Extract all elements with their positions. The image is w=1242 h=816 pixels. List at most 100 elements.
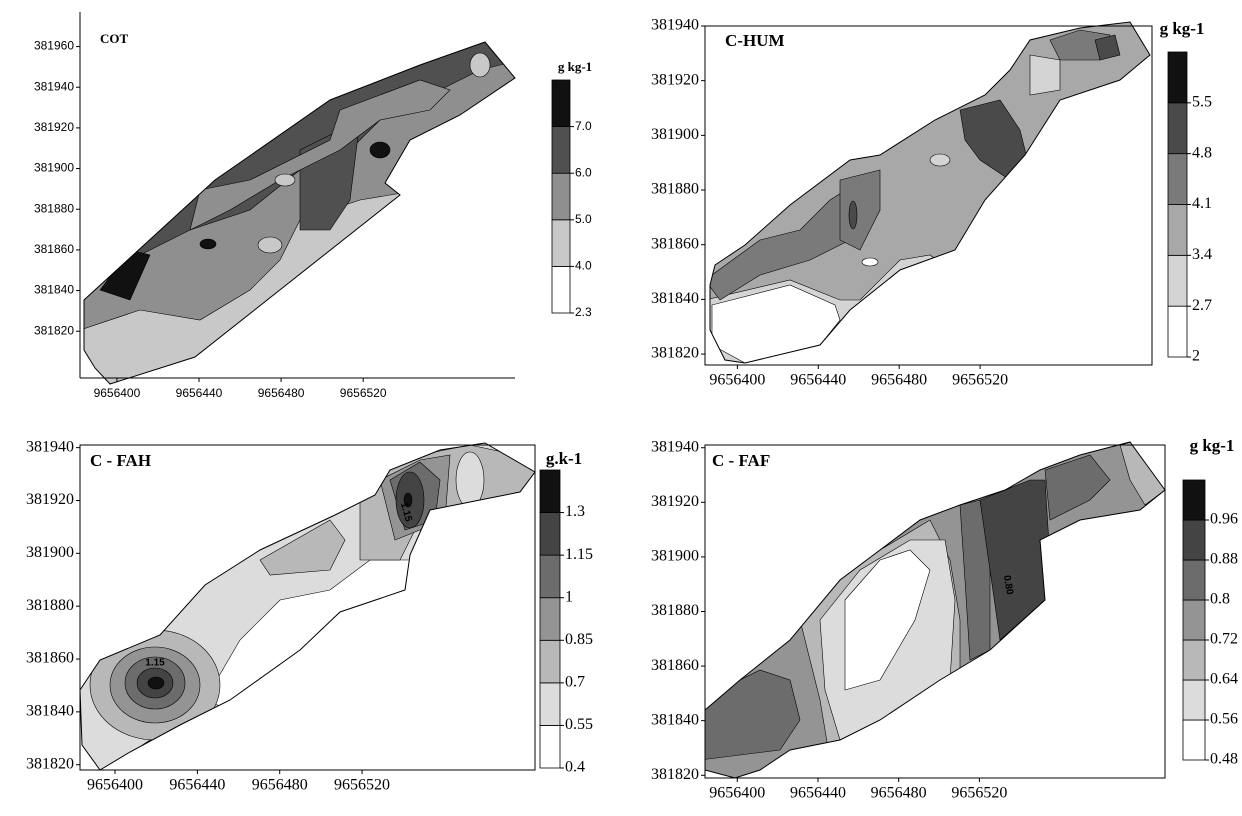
- colorbar-segment: [551, 265, 571, 314]
- colorbar-label: 0.88: [1210, 551, 1238, 568]
- map-c-hum: [709, 21, 1151, 364]
- x-tick-label: 9656400: [709, 785, 765, 802]
- map-title: C-HUM: [725, 31, 784, 50]
- colorbar-title: g.k-1: [546, 449, 582, 468]
- contour-fill: [259, 519, 346, 576]
- colorbar-segment: [1182, 639, 1206, 681]
- y-tick-label: 381840: [34, 283, 74, 297]
- map-c-fah: [79, 442, 536, 771]
- contour-fill: [1044, 454, 1111, 521]
- map-title: COT: [100, 31, 129, 46]
- y-tick-label: 381920: [26, 491, 74, 508]
- colorbar-segment: [1182, 719, 1206, 761]
- colorbar-label: 0.7: [565, 674, 585, 691]
- colorbar-segment: [551, 172, 571, 221]
- colorbar-title: g kg-1: [1160, 19, 1205, 38]
- contour-fill: [403, 492, 413, 508]
- colorbar-label: 5.0: [575, 212, 592, 226]
- colorbar-label: 7.0: [575, 119, 592, 133]
- colorbar-label: 0.48: [1210, 751, 1238, 768]
- colorbar-segment: [539, 725, 561, 769]
- x-tick-label: 9656520: [951, 785, 1007, 802]
- colorbar-segment: [539, 554, 561, 599]
- y-tick-label: 381920: [34, 120, 74, 134]
- contour-fill: [147, 676, 165, 690]
- x-tick-label: 9656480: [258, 386, 305, 400]
- colorbar-label: 3.4: [1192, 246, 1212, 263]
- map-title: C - FAF: [712, 451, 770, 470]
- y-tick-label: 381840: [651, 290, 699, 307]
- colorbar-label: 1.3: [565, 503, 585, 520]
- contour-fill: [274, 173, 296, 187]
- y-tick-label: 381900: [651, 548, 699, 565]
- contour-fill: [369, 141, 391, 159]
- plot-frame: [79, 444, 536, 771]
- y-tick-label: 381860: [34, 242, 74, 256]
- y-tick-label: 381880: [26, 597, 74, 614]
- colorbar-label: 1: [565, 588, 573, 605]
- colorbar-segment: [539, 639, 561, 684]
- colorbar-label: 0.8: [1210, 591, 1230, 608]
- contour-fill: [1094, 34, 1121, 61]
- y-tick-label: 381820: [651, 345, 699, 362]
- map-outline: [83, 41, 516, 385]
- x-tick-label: 9656520: [340, 386, 387, 400]
- y-tick-label: 381820: [34, 323, 74, 337]
- x-tick-label: 9656480: [252, 777, 308, 794]
- colorbar-segment: [1167, 153, 1188, 205]
- colorbar-label: 0.64: [1210, 671, 1238, 688]
- x-tick-label: 9656440: [790, 785, 846, 802]
- colorbar-segment: [1182, 479, 1206, 521]
- contour-fill: [199, 238, 217, 250]
- colorbar-segment: [539, 682, 561, 726]
- colorbar-label: 0.96: [1210, 511, 1238, 528]
- colorbar-label: 4.8: [1192, 144, 1212, 161]
- x-tick-label: 9656480: [871, 785, 927, 802]
- colorbar-segment: [539, 597, 561, 641]
- y-tick-label: 381840: [651, 711, 699, 728]
- y-tick-label: 381860: [651, 235, 699, 252]
- colorbar-segment: [539, 469, 561, 513]
- contour-fill: [189, 79, 451, 231]
- y-tick-label: 381900: [34, 161, 74, 175]
- contour-fill: [469, 52, 491, 78]
- colorbar-segment: [1182, 679, 1206, 721]
- colorbar-segment: [1182, 519, 1206, 561]
- contour-fill: [844, 549, 931, 691]
- y-tick-label: 381940: [26, 438, 74, 455]
- colorbar-label: 0.4: [565, 759, 585, 776]
- contour-label: 1.15: [145, 658, 165, 669]
- y-tick-label: 381880: [651, 181, 699, 198]
- colorbar-title: g kg-1: [1190, 436, 1235, 455]
- colorbar-segment: [1167, 305, 1188, 358]
- contour-fill: [257, 236, 283, 254]
- colorbar-label: 0.72: [1210, 631, 1238, 648]
- map-outline: [79, 442, 536, 771]
- colorbar-segment: [551, 126, 571, 174]
- colorbar-title: g kg-1: [558, 59, 592, 74]
- y-tick-label: 381960: [34, 39, 74, 53]
- colorbar-segment: [1167, 51, 1188, 104]
- y-tick-label: 381860: [651, 657, 699, 674]
- colorbar-label: 5.5: [1192, 94, 1212, 111]
- map-outline: [704, 441, 1166, 779]
- contour-fill: [1029, 54, 1061, 96]
- contour-fill: [839, 169, 881, 251]
- colorbar-segment: [1182, 559, 1206, 601]
- y-tick-label: 381880: [651, 602, 699, 619]
- colorbar-segment: [1182, 599, 1206, 641]
- y-tick-label: 381940: [34, 79, 74, 93]
- colorbar-label: 1.15: [565, 546, 593, 563]
- y-tick-label: 381940: [651, 17, 699, 34]
- y-tick-label: 381820: [26, 755, 74, 772]
- y-tick-label: 381880: [34, 201, 74, 215]
- plot-frame: [704, 25, 1153, 366]
- contour-fill: [861, 257, 879, 267]
- map-title: C - FAH: [90, 451, 151, 470]
- x-tick-label: 9656480: [871, 372, 927, 389]
- colorbar-segment: [1167, 254, 1188, 307]
- x-tick-label: 9656440: [790, 372, 846, 389]
- y-tick-label: 381820: [651, 766, 699, 783]
